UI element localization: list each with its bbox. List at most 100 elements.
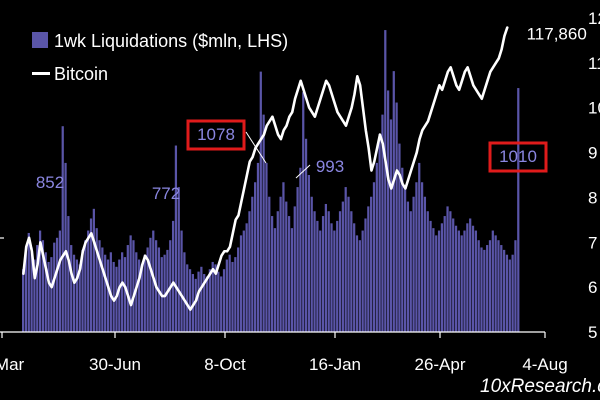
liquidation-bar bbox=[415, 182, 418, 332]
liquidation-bar bbox=[239, 235, 243, 332]
liquidation-bar bbox=[497, 240, 500, 332]
liquidation-bar bbox=[214, 264, 217, 332]
liquidation-bar bbox=[237, 247, 240, 332]
liquidation-bar bbox=[358, 240, 361, 332]
liquidation-bar bbox=[370, 196, 373, 332]
liquidation-bar bbox=[67, 216, 70, 332]
liquidation-bar bbox=[106, 259, 110, 332]
liquidation-bar bbox=[344, 187, 347, 332]
right-axis-tick-label: 7 bbox=[588, 233, 597, 252]
liquidation-bar bbox=[437, 230, 441, 332]
liquidation-bar bbox=[341, 201, 344, 332]
liquidation-bar bbox=[409, 211, 412, 332]
liquidation-bar bbox=[259, 71, 262, 333]
liquidation-bar bbox=[443, 216, 446, 332]
liquidation-bar bbox=[486, 245, 489, 332]
liquidation-bar bbox=[61, 126, 64, 333]
liquidation-bar bbox=[225, 259, 228, 332]
liquidation-bar bbox=[435, 235, 438, 332]
right-axis-tick-label: 11 bbox=[588, 54, 600, 73]
liquidation-bar bbox=[129, 235, 132, 332]
annotation-box bbox=[488, 141, 548, 173]
annotation-leader-993 bbox=[295, 164, 311, 179]
liquidation-bar bbox=[304, 138, 308, 332]
legend-swatch-bitcoin bbox=[32, 72, 50, 75]
liquidation-bar bbox=[30, 247, 33, 332]
liquidation-bar bbox=[406, 201, 410, 332]
liquidation-bar bbox=[364, 218, 367, 332]
liquidation-bar bbox=[367, 206, 370, 332]
liquidation-bar bbox=[217, 271, 220, 332]
liquidation-bar bbox=[186, 264, 189, 332]
liquidation-bar bbox=[350, 211, 353, 332]
right-axis-tick-label: 8 bbox=[588, 188, 597, 207]
liquidation-bar bbox=[228, 254, 231, 332]
liquidation-bar bbox=[268, 196, 271, 332]
liquidation-bar bbox=[471, 225, 475, 332]
liquidation-bar bbox=[149, 237, 152, 332]
liquidation-bar bbox=[256, 162, 260, 332]
liquidation-bar bbox=[511, 254, 514, 332]
right-axis-tick-label: 9 bbox=[588, 144, 597, 163]
liquidation-bar bbox=[140, 264, 144, 332]
liquidation-bar bbox=[307, 175, 311, 332]
liquidation-bar bbox=[98, 240, 101, 332]
liquidation-bar bbox=[494, 235, 497, 332]
liquidation-bar bbox=[454, 225, 458, 332]
liquidation-bar bbox=[426, 211, 429, 332]
liquidation-bar bbox=[188, 269, 192, 332]
liquidation-bar bbox=[265, 162, 268, 332]
liquidation-bar bbox=[403, 187, 407, 332]
liquidation-bar bbox=[316, 220, 319, 332]
liquidation-bar bbox=[381, 114, 384, 333]
liquidation-bar bbox=[180, 230, 183, 332]
liquidation-bar bbox=[163, 254, 166, 332]
liquidation-bar bbox=[401, 167, 404, 332]
liquidation-bar bbox=[143, 254, 146, 332]
liquidation-bar bbox=[491, 230, 494, 332]
liquidation-bar bbox=[231, 261, 234, 332]
liquidation-bar bbox=[146, 247, 149, 332]
liquidation-bar bbox=[375, 162, 378, 332]
liquidation-bar bbox=[104, 254, 107, 332]
annotation-label: 852 bbox=[36, 173, 64, 192]
liquidation-bar bbox=[38, 230, 42, 332]
liquidation-bar bbox=[208, 269, 211, 332]
annotations: 852 772 1078 993 1010 bbox=[36, 119, 548, 203]
liquidation-bar bbox=[514, 240, 517, 332]
liquidation-bar bbox=[310, 196, 313, 332]
liquidation-bar bbox=[457, 230, 460, 332]
liquidation-bar bbox=[477, 240, 480, 332]
liquidation-bar bbox=[279, 196, 282, 332]
liquidation-bar bbox=[327, 211, 330, 332]
legend: 1wk Liquidations ($mln, LHS) Bitcoin bbox=[32, 31, 288, 84]
liquidation-bar bbox=[44, 252, 47, 332]
liquidation-bar bbox=[324, 203, 327, 332]
watermark: 10xResearch.c bbox=[480, 376, 600, 397]
liquidation-bar bbox=[420, 182, 424, 332]
liquidation-bar bbox=[251, 196, 254, 332]
liquidation-bar bbox=[248, 211, 251, 332]
liquidation-bar bbox=[72, 254, 76, 332]
liquidation-bar bbox=[171, 220, 175, 332]
annotation-label: 993 bbox=[316, 157, 344, 176]
liquidation-bar bbox=[517, 88, 520, 332]
right-axis-tick-label: 5 bbox=[588, 323, 597, 342]
liquidation-bar bbox=[203, 274, 206, 332]
liquidation-bar bbox=[191, 274, 194, 332]
liquidation-bar bbox=[121, 252, 124, 332]
liquidation-bar bbox=[384, 30, 387, 333]
liquidation-bar bbox=[174, 145, 178, 332]
liquidation-bar bbox=[123, 257, 127, 332]
annotation-label: 1010 bbox=[499, 147, 537, 166]
liquidation-bar bbox=[132, 240, 135, 332]
liquidation-bar bbox=[47, 261, 50, 332]
liquidation-bar bbox=[276, 211, 279, 332]
liquidation-bar bbox=[353, 223, 356, 332]
liquidation-bar bbox=[254, 182, 257, 332]
liquidation-bar bbox=[432, 228, 435, 332]
liquidation-bar bbox=[321, 216, 325, 332]
liquidation-bars bbox=[22, 30, 520, 333]
